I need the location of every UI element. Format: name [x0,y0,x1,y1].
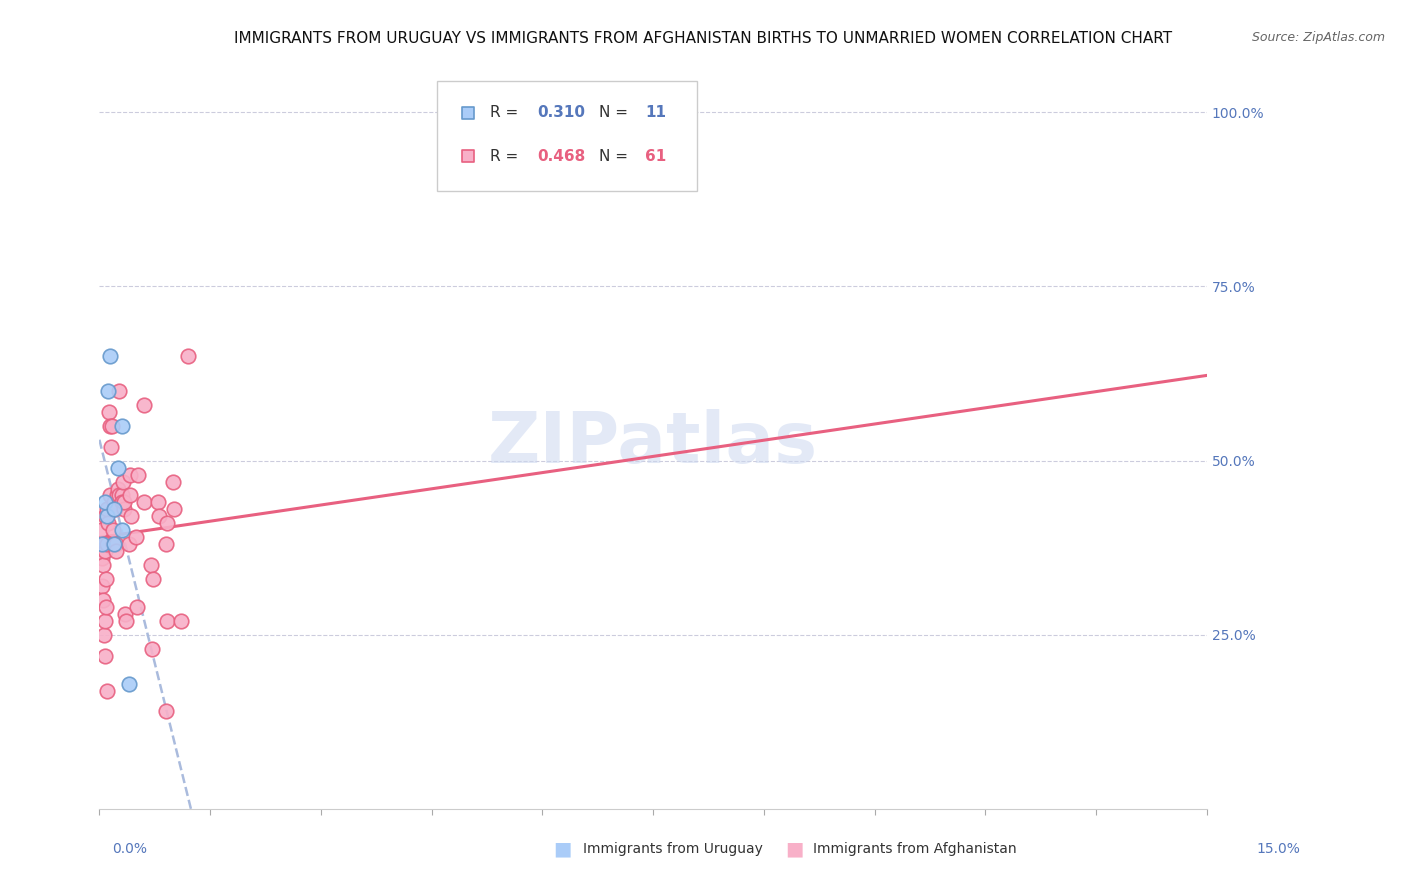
Point [107,384,129,398]
Text: R =: R = [491,149,523,164]
Point [118,488,141,502]
Point [127,467,149,482]
Point [114,607,136,621]
Point [93,628,115,642]
Point [93,614,115,628]
Point [97,384,120,398]
Point [93,509,115,524]
Point [94,544,117,558]
Text: Source: ZipAtlas.com: Source: ZipAtlas.com [1251,31,1385,45]
Point [103,537,125,551]
Point [118,676,141,690]
Point [97,405,120,419]
Text: 0.468: 0.468 [537,149,585,164]
Point [110,524,132,538]
Point [177,349,200,363]
Text: Immigrants from Afghanistan: Immigrants from Afghanistan [813,842,1017,856]
Text: 11: 11 [645,105,666,120]
Point [101,537,124,551]
Point [111,495,134,509]
Point [120,467,142,482]
Point [103,524,125,538]
Point [134,495,156,509]
Point [105,488,128,502]
Point [118,537,141,551]
Point [155,614,177,628]
Point [100,488,122,502]
Point [141,641,163,656]
Point [94,495,117,509]
Point [100,440,122,454]
Point [94,599,117,614]
Point [94,572,117,586]
Point [115,614,138,628]
Point [108,488,131,502]
Point [96,502,118,516]
Point [169,614,191,628]
Text: R =: R = [491,105,523,120]
Point [90,551,112,566]
Point [91,593,114,607]
Point [103,495,125,509]
Point [96,509,118,524]
Point [110,418,132,433]
Point [90,524,112,538]
Text: N =: N = [599,105,633,120]
Point [103,502,125,516]
Point [96,683,118,698]
Point [148,495,170,509]
Point [112,502,135,516]
Point [155,705,177,719]
Point [139,558,162,573]
Point [90,537,112,551]
Point [110,488,132,502]
Point [104,537,127,551]
Point [96,537,118,551]
Point [156,516,179,531]
FancyBboxPatch shape [437,81,697,191]
Text: 61: 61 [645,149,666,164]
Text: 0.310: 0.310 [537,105,585,120]
Point [141,572,163,586]
Text: 0.0%: 0.0% [112,842,148,856]
Point [97,516,120,531]
Text: ■: ■ [785,839,804,859]
Text: Immigrants from Uruguay: Immigrants from Uruguay [583,842,763,856]
Point [112,796,135,810]
Point [105,544,128,558]
Point [111,475,134,489]
Point [104,502,127,516]
Text: ■: ■ [553,839,572,859]
Point [162,475,184,489]
Text: IMMIGRANTS FROM URUGUAY VS IMMIGRANTS FROM AFGHANISTAN BIRTHS TO UNMARRIED WOMEN: IMMIGRANTS FROM URUGUAY VS IMMIGRANTS FR… [233,31,1173,46]
Point [163,502,186,516]
Point [91,579,114,593]
Point [107,482,129,496]
Point [112,796,135,810]
Point [93,537,115,551]
Point [125,530,148,544]
Point [98,418,121,433]
Point [100,349,122,363]
Point [125,599,148,614]
Point [148,509,170,524]
Text: N =: N = [599,149,633,164]
Point [91,558,114,573]
Text: ZIPatlas: ZIPatlas [488,409,818,478]
Point [132,398,155,412]
Point [114,495,136,509]
Point [107,460,129,475]
Point [101,418,124,433]
Point [94,648,117,663]
Text: 15.0%: 15.0% [1257,842,1301,856]
Point [120,509,142,524]
Point [155,537,177,551]
